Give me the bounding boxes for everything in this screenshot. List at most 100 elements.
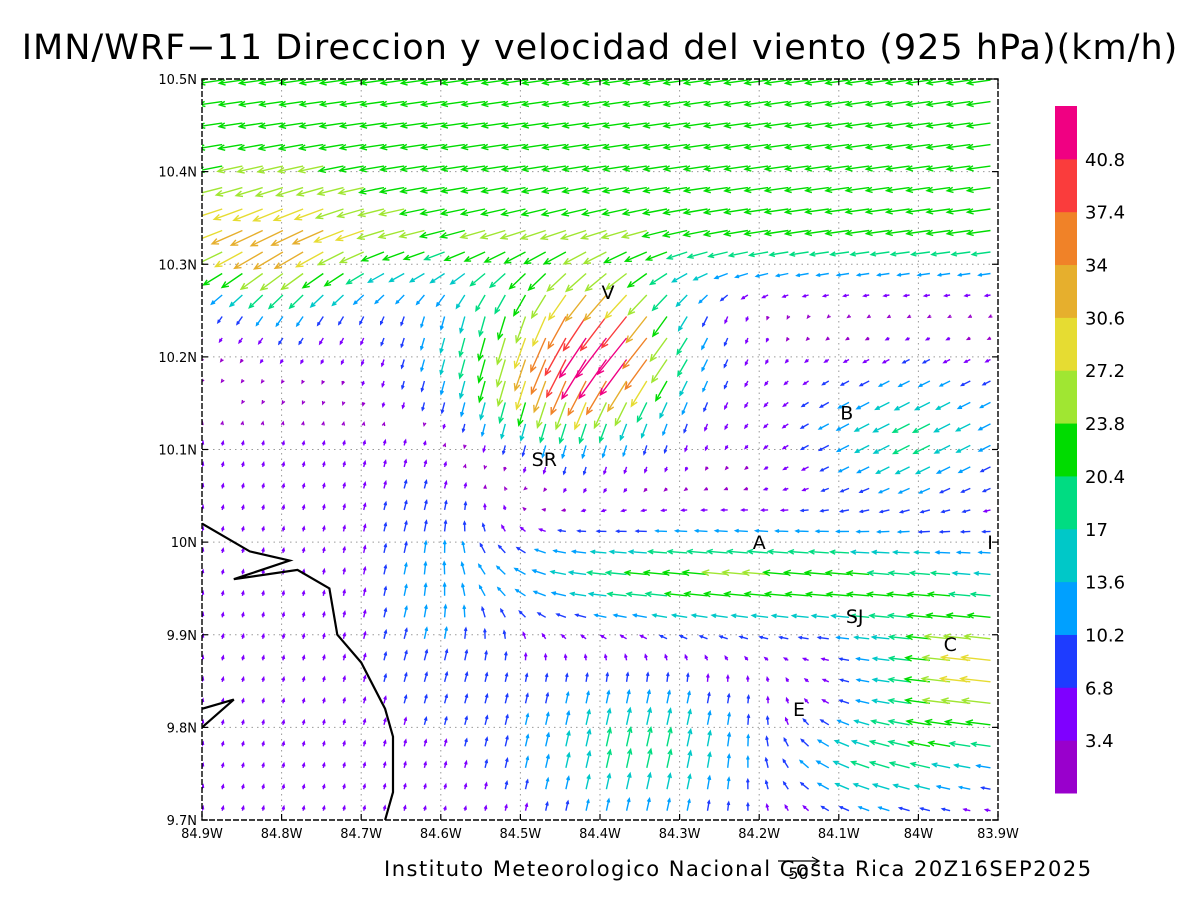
wind-arrow bbox=[644, 653, 648, 661]
wind-arrow bbox=[615, 529, 627, 534]
wind-arrow bbox=[824, 122, 850, 129]
wind-arrow bbox=[338, 79, 364, 86]
colorbar-label: 34 bbox=[1085, 256, 1108, 277]
wind-arrow bbox=[877, 806, 890, 812]
wind-arrow bbox=[686, 251, 708, 259]
wind-arrow bbox=[317, 165, 344, 174]
wind-arrow bbox=[504, 780, 509, 790]
wind-arrow bbox=[443, 648, 449, 661]
wind-arrow bbox=[443, 760, 448, 768]
wind-arrow bbox=[257, 122, 284, 130]
wind-arrow bbox=[884, 122, 910, 129]
wind-arrow bbox=[947, 314, 952, 318]
wind-arrow bbox=[683, 423, 688, 434]
wind-arrow bbox=[884, 186, 910, 194]
wind-arrow bbox=[477, 563, 486, 575]
wind-arrow bbox=[644, 466, 648, 474]
wind-arrow bbox=[565, 799, 570, 811]
wind-arrow bbox=[463, 481, 468, 489]
wind-arrow bbox=[342, 718, 346, 725]
wind-arrow bbox=[301, 503, 306, 511]
wind-arrow bbox=[763, 444, 769, 450]
wind-arrow bbox=[381, 380, 385, 388]
wind-arrow bbox=[864, 336, 870, 341]
colorbar-box bbox=[1055, 370, 1077, 424]
wind-arrow bbox=[377, 229, 405, 240]
wind-arrow bbox=[220, 761, 225, 768]
wind-arrow bbox=[925, 612, 951, 619]
wind-arrow bbox=[316, 316, 324, 327]
wind-arrow bbox=[402, 251, 425, 261]
wind-arrow bbox=[383, 459, 387, 468]
wind-arrow bbox=[462, 463, 467, 469]
wind-arrow bbox=[337, 186, 364, 196]
wind-arrow bbox=[642, 122, 668, 129]
wind-arrow bbox=[804, 122, 829, 129]
wind-arrow bbox=[973, 570, 991, 576]
lon-tick-label: 84.7W bbox=[340, 827, 382, 842]
wind-arrow bbox=[678, 635, 688, 640]
wind-arrow bbox=[345, 272, 365, 285]
wind-arrow bbox=[261, 525, 265, 532]
wind-arrow bbox=[683, 590, 708, 598]
wind-arrow bbox=[401, 402, 406, 410]
wind-arrow bbox=[323, 272, 344, 287]
wind-arrow bbox=[623, 251, 648, 262]
wind-arrow bbox=[593, 613, 607, 618]
wind-arrow bbox=[765, 735, 769, 747]
wind-arrow bbox=[378, 165, 405, 173]
wind-arrow bbox=[578, 359, 607, 400]
wind-arrow bbox=[322, 589, 326, 596]
wind-arrow bbox=[743, 423, 749, 430]
wind-arrow bbox=[261, 740, 265, 747]
wind-arrow bbox=[682, 229, 708, 238]
wind-arrow bbox=[702, 316, 709, 328]
wind-arrow bbox=[495, 337, 506, 366]
wind-arrow bbox=[798, 759, 810, 769]
wind-arrow bbox=[579, 229, 607, 240]
wind-arrow bbox=[220, 611, 225, 618]
wind-arrow bbox=[581, 143, 607, 151]
wind-arrow bbox=[419, 100, 445, 108]
colorbar-label: 40.8 bbox=[1085, 150, 1125, 171]
wind-arrow bbox=[646, 771, 652, 790]
wind-arrow bbox=[838, 678, 850, 683]
wind-arrow bbox=[561, 165, 587, 173]
wind-arrow bbox=[824, 229, 850, 237]
wind-arrow bbox=[419, 208, 445, 216]
wind-arrow bbox=[839, 487, 850, 493]
wind-arrow bbox=[259, 359, 264, 364]
wind-arrow bbox=[520, 143, 546, 151]
wind-arrow bbox=[216, 165, 243, 174]
wind-arrow bbox=[781, 444, 789, 450]
wind-arrow bbox=[693, 528, 708, 533]
wind-arrow bbox=[241, 654, 245, 661]
wind-arrow bbox=[790, 613, 809, 619]
lon-tick-label: 84.5W bbox=[499, 827, 541, 842]
wind-arrow bbox=[517, 402, 527, 427]
wind-arrow bbox=[252, 208, 284, 222]
wind-arrow bbox=[236, 165, 263, 174]
wind-vectors bbox=[202, 79, 993, 813]
wind-arrow bbox=[815, 272, 829, 277]
place-label: C bbox=[944, 634, 957, 656]
wind-arrow bbox=[583, 653, 588, 661]
wind-arrow bbox=[481, 605, 486, 618]
wind-arrow bbox=[864, 143, 890, 151]
wind-arrow bbox=[497, 544, 506, 554]
wind-arrow bbox=[642, 100, 668, 108]
wind-arrow bbox=[301, 697, 306, 704]
wind-arrow bbox=[828, 251, 850, 257]
wind-arrow bbox=[876, 272, 890, 277]
wind-arrow bbox=[574, 402, 587, 431]
wind-arrow bbox=[342, 481, 346, 489]
wind-arrow bbox=[896, 272, 910, 277]
wind-arrow bbox=[605, 748, 612, 768]
wind-arrow bbox=[684, 653, 689, 661]
wind-arrow bbox=[765, 337, 770, 343]
wind-arrow bbox=[541, 632, 547, 640]
wind-arrow bbox=[423, 804, 427, 811]
wind-arrow bbox=[403, 519, 408, 532]
wind-arrow bbox=[824, 186, 850, 194]
wind-arrow bbox=[745, 777, 750, 790]
